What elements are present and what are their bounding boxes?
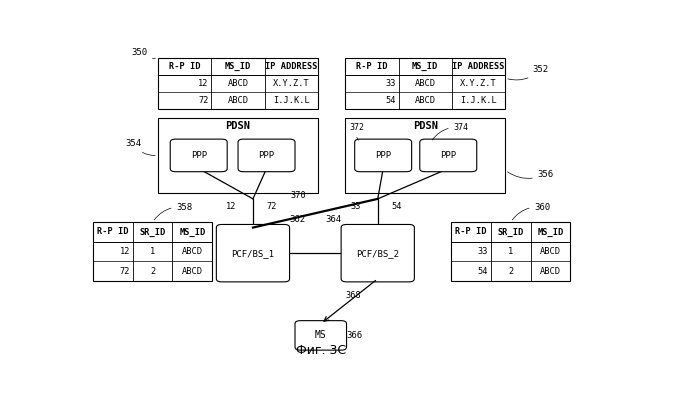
Bar <box>345 58 505 109</box>
Text: MS_ID: MS_ID <box>225 62 251 71</box>
Text: 370: 370 <box>291 191 307 200</box>
Text: I.J.K.L: I.J.K.L <box>273 96 310 105</box>
Text: SR_ID: SR_ID <box>139 227 166 237</box>
Text: 354: 354 <box>125 139 155 156</box>
Text: PDSN: PDSN <box>225 121 251 131</box>
Text: PPP: PPP <box>258 151 274 160</box>
Text: ABCD: ABCD <box>228 96 248 105</box>
Text: IP ADDRESS: IP ADDRESS <box>452 62 505 71</box>
Text: PPP: PPP <box>440 151 456 160</box>
Text: ABCD: ABCD <box>540 247 561 256</box>
Bar <box>451 222 570 281</box>
Text: 33: 33 <box>351 202 361 211</box>
Text: ABCD: ABCD <box>182 267 203 276</box>
Text: 33: 33 <box>477 247 488 256</box>
Text: 33: 33 <box>385 79 396 88</box>
FancyBboxPatch shape <box>170 139 228 172</box>
FancyBboxPatch shape <box>295 321 346 350</box>
Text: ABCD: ABCD <box>182 247 203 256</box>
Text: 362: 362 <box>290 216 306 224</box>
FancyBboxPatch shape <box>238 139 295 172</box>
Text: 366: 366 <box>346 331 363 340</box>
Text: 12: 12 <box>226 202 237 211</box>
Text: 364: 364 <box>325 216 341 224</box>
Text: 54: 54 <box>477 267 488 276</box>
Text: 368: 368 <box>346 291 361 299</box>
Text: 358: 358 <box>154 203 192 220</box>
Text: 372: 372 <box>349 123 364 140</box>
Text: 360: 360 <box>512 203 551 220</box>
Text: X.Y.Z.T: X.Y.Z.T <box>460 79 497 88</box>
Text: 350: 350 <box>131 48 155 58</box>
Text: I.J.K.L: I.J.K.L <box>460 96 497 105</box>
FancyBboxPatch shape <box>420 139 477 172</box>
Text: SR_ID: SR_ID <box>498 227 524 237</box>
Text: MS_ID: MS_ID <box>412 62 438 71</box>
Text: PPP: PPP <box>190 151 206 160</box>
Text: R-P ID: R-P ID <box>455 227 486 237</box>
Text: 12: 12 <box>120 247 130 256</box>
Text: 54: 54 <box>385 96 396 105</box>
Text: 72: 72 <box>120 267 130 276</box>
Text: R-P ID: R-P ID <box>169 62 200 71</box>
Text: ABCD: ABCD <box>414 96 435 105</box>
Text: 2: 2 <box>508 267 513 276</box>
Text: 1: 1 <box>508 247 513 256</box>
Text: 72: 72 <box>198 96 209 105</box>
Text: 356: 356 <box>508 170 554 179</box>
FancyBboxPatch shape <box>341 224 414 282</box>
Text: MS: MS <box>315 330 327 341</box>
Bar <box>158 118 318 193</box>
Text: R-P ID: R-P ID <box>97 227 129 237</box>
Bar <box>158 58 318 109</box>
Text: 72: 72 <box>267 202 277 211</box>
Text: ABCD: ABCD <box>540 267 561 276</box>
Text: R-P ID: R-P ID <box>356 62 388 71</box>
Text: 54: 54 <box>391 202 402 211</box>
Text: PPP: PPP <box>375 151 391 160</box>
Text: 1: 1 <box>150 247 155 256</box>
Text: ABCD: ABCD <box>228 79 248 88</box>
FancyBboxPatch shape <box>355 139 412 172</box>
Text: MS_ID: MS_ID <box>179 227 206 237</box>
Text: 12: 12 <box>198 79 209 88</box>
Bar <box>93 222 212 281</box>
Text: 2: 2 <box>150 267 155 276</box>
Bar <box>345 118 505 193</box>
Text: PCF/BS_1: PCF/BS_1 <box>232 249 274 258</box>
Text: 352: 352 <box>508 65 549 80</box>
Text: 374: 374 <box>432 123 469 140</box>
Text: IP ADDRESS: IP ADDRESS <box>265 62 318 71</box>
Text: MS_ID: MS_ID <box>538 227 564 237</box>
Text: PDSN: PDSN <box>413 121 438 131</box>
Text: ABCD: ABCD <box>414 79 435 88</box>
FancyBboxPatch shape <box>216 224 290 282</box>
Text: Фиг. 3С: Фиг. 3С <box>295 344 346 357</box>
Text: X.Y.Z.T: X.Y.Z.T <box>273 79 310 88</box>
Text: PCF/BS_2: PCF/BS_2 <box>356 249 399 258</box>
